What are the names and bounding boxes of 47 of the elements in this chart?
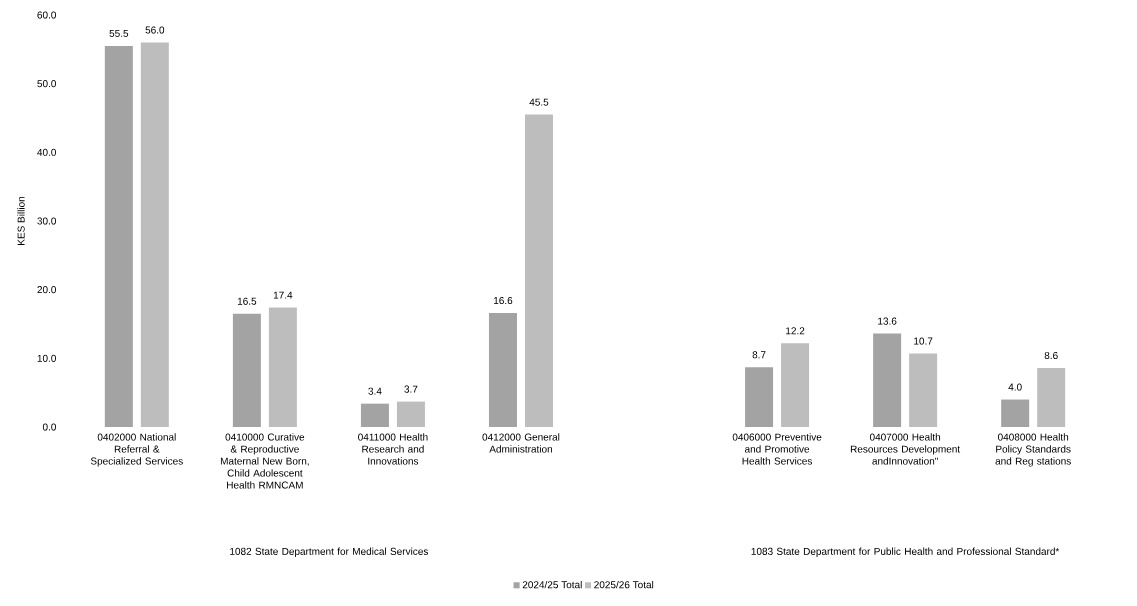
y-tick-label: 0.0 — [42, 423, 56, 431]
x-tick-label: 0406000 Preventive and Promotive Health Services — [732, 433, 822, 465]
data-label: 16.6 — [494, 296, 513, 305]
bar — [909, 353, 938, 427]
bar — [781, 343, 810, 427]
x-tick-label: 0408000 Health Policy Standards and Reg stations — [995, 433, 1071, 467]
bar — [1037, 367, 1066, 427]
data-label: 8.7 — [752, 351, 766, 359]
data-label: 12.2 — [786, 327, 805, 335]
bar — [232, 313, 261, 427]
bar — [745, 367, 774, 427]
bar — [268, 307, 297, 427]
x-tick-label: 0402000 National Referral & Specialized Services — [90, 433, 183, 467]
data-label: 13.6 — [878, 317, 897, 325]
data-label: 16.5 — [237, 297, 257, 305]
y-tick-label: 20.0 — [37, 286, 56, 294]
x-tick-label: 0412000 General Administration — [482, 433, 560, 453]
text: 1083 State Department for Public Health and Professional Standard* — [751, 547, 1060, 557]
data-label: 3.7 — [404, 385, 418, 393]
bar — [873, 333, 902, 427]
data-label: 55.5 — [109, 29, 129, 37]
y-tick-label: 30.0 — [37, 217, 56, 225]
bar — [1001, 399, 1030, 427]
y-tick-label: 10.0 — [37, 354, 56, 362]
data-label: 56.0 — [145, 26, 165, 34]
data-label: 3.4 — [368, 387, 382, 395]
y-tick-label: 50.0 — [37, 80, 56, 88]
y-tick-label: 60.0 — [37, 11, 56, 19]
data-label: 8.6 — [1044, 351, 1058, 360]
bar — [488, 313, 517, 427]
y-axis-title: KES Billion — [17, 196, 25, 245]
data-label: 4.0 — [1008, 383, 1022, 391]
legend-label: 2025/26 Total — [594, 580, 654, 589]
bar — [140, 42, 169, 427]
bar — [396, 401, 425, 427]
y-tick-label: 40.0 — [37, 148, 56, 156]
x-tick-label: 0410000 Curative & Reproductive Maternal New Born, Child Adolescent Health RMNCAM — [220, 433, 309, 489]
bar — [360, 403, 389, 427]
bar — [524, 114, 553, 427]
data-label: 45.5 — [529, 98, 549, 106]
bar — [104, 45, 133, 427]
legend-label: 2024/25 Total — [522, 580, 582, 589]
text: 1082 State Department for Medical Services — [230, 547, 429, 557]
x-tick-label: 0411000 Health Research and Innovations — [358, 433, 428, 465]
data-label: 17.4 — [273, 291, 293, 299]
data-label: 10.7 — [914, 337, 933, 345]
x-tick-label: 0407000 Health Resources Development andInnovation" — [850, 433, 961, 465]
